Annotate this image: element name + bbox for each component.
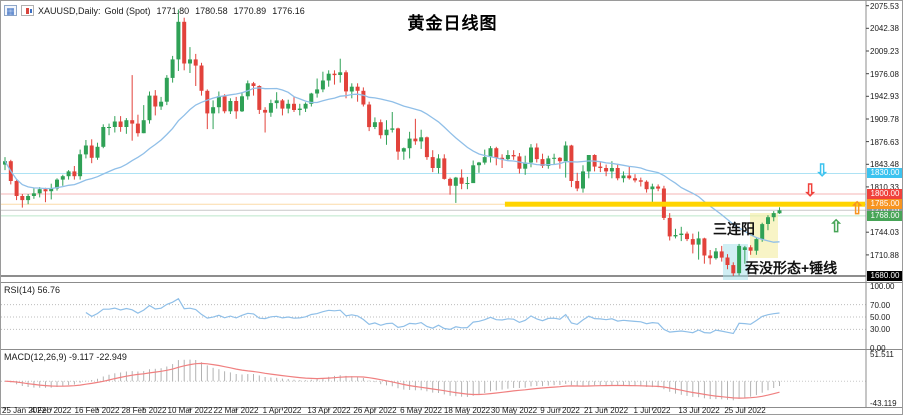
price-tick-1976.08: 1976.08 <box>870 70 899 79</box>
date-tick-13-Apr-2022: 13 Apr 2022 <box>307 406 351 415</box>
down-arrow-1800-icon[interactable]: ⇩ <box>803 181 818 200</box>
date-tick-30-May-2022: 30 May 2022 <box>490 406 538 415</box>
chart-grid-icon[interactable]: ▦ <box>4 5 17 16</box>
price-tick-2009.23: 2009.23 <box>870 47 899 56</box>
rsi-tick-50.00: 50.00 <box>870 313 891 322</box>
chart-title: 黄金日线图 <box>407 14 498 33</box>
macd-label: MACD(12,26,9) -9.117 -22.949 <box>4 352 127 362</box>
date-tick-6-May-2022: 6 May 2022 <box>400 406 442 415</box>
macd-scale-bottom: -43.119 <box>870 399 897 408</box>
low-value: 1770.89 <box>233 5 267 16</box>
price-badge-1830.00: 1830.00 <box>867 168 902 178</box>
open-value: 1771.80 <box>156 5 190 16</box>
instrument-label: Gold (Spot) <box>104 5 151 16</box>
up-arrow-1785-icon[interactable]: ⇧ <box>850 199 865 218</box>
date-tick-22-Mar-2022: 22 Mar 2022 <box>213 406 259 415</box>
rsi-tick-30.00: 30.00 <box>870 325 891 334</box>
date-tick-25-Jan-2022: 25 Jan 2022 <box>2 406 47 415</box>
date-tick-1-Jul-2022: 1 Jul 2022 <box>633 406 671 415</box>
date-tick-21-Jun-2022: 21 Jun 2022 <box>583 406 629 415</box>
price-tick-1710.88: 1710.88 <box>870 251 899 260</box>
down-arrow-1830-icon[interactable]: ⇩ <box>815 161 830 180</box>
date-tick-4-Feb-2022: 4 Feb 2022 <box>30 406 72 415</box>
date-tick-10-Mar-2022: 10 Mar 2022 <box>167 406 213 415</box>
date-tick-26-Apr-2022: 26 Apr 2022 <box>353 406 397 415</box>
candlestick-icon[interactable] <box>21 5 34 16</box>
up-arrow-1768-icon[interactable]: ⇧ <box>829 217 844 236</box>
price-tick-1909.78: 1909.78 <box>870 115 899 124</box>
price-badge-1800.00: 1800.00 <box>867 189 902 199</box>
symbol-info-bar: ▦ XAUUSD,Daily: Gold (Spot) 1771.80 1780… <box>4 4 305 17</box>
resistance-band[interactable] <box>504 201 865 207</box>
date-tick-25-Jul-2022: 25 Jul 2022 <box>724 406 766 415</box>
rsi-tick-100.00: 100.00 <box>870 282 895 291</box>
date-tick-13-Jul-2022: 13 Jul 2022 <box>678 406 720 415</box>
rsi-tick-70.00: 70.00 <box>870 301 891 310</box>
price-badge-1785.00: 1785.00 <box>867 199 902 209</box>
macd-histogram <box>10 359 780 401</box>
moving-average-line <box>4 87 780 243</box>
price-badge-1776.16: 1776.16 <box>867 205 902 215</box>
price-tick-1876.63: 1876.63 <box>870 138 899 147</box>
macd-signal-line <box>4 362 780 399</box>
close-value: 1776.16 <box>272 5 305 16</box>
three-bull-label[interactable]: 三连阳 <box>713 221 755 237</box>
price-badge-1680.00: 1680.00 <box>867 271 902 281</box>
price-tick-1843.48: 1843.48 <box>870 160 899 169</box>
date-tick-9-Jun-2022: 9 Jun 2022 <box>540 406 580 415</box>
macd-scale-top: 51.511 <box>870 350 894 359</box>
symbol-period-label: XAUUSD,Daily: <box>38 5 101 16</box>
price-tick-2075.53: 2075.53 <box>870 2 899 11</box>
rsi-label: RSI(14) 56.76 <box>4 285 61 295</box>
price-badge-1768.00: 1768.00 <box>867 211 902 221</box>
price-tick-1744.03: 1744.03 <box>870 228 899 237</box>
rsi-line <box>85 297 780 335</box>
date-tick-28-Feb-2022: 28 Feb 2022 <box>121 406 167 415</box>
date-tick-16-Feb-2022: 16 Feb 2022 <box>74 406 120 415</box>
price-tick-1810.33: 1810.33 <box>870 183 899 192</box>
high-value: 1780.58 <box>195 5 228 16</box>
rsi-tick-0.00: 0.00 <box>870 344 886 353</box>
engulfing-hammer-label[interactable]: 吞没形态+锤线 <box>745 260 838 276</box>
candlestick-series <box>3 9 782 276</box>
price-tick-1942.93: 1942.93 <box>870 92 899 101</box>
price-tick-2042.38: 2042.38 <box>870 24 899 33</box>
date-tick-1-Apr-2022: 1 Apr 2022 <box>262 406 302 415</box>
date-tick-18-May-2022: 18 May 2022 <box>443 406 491 415</box>
